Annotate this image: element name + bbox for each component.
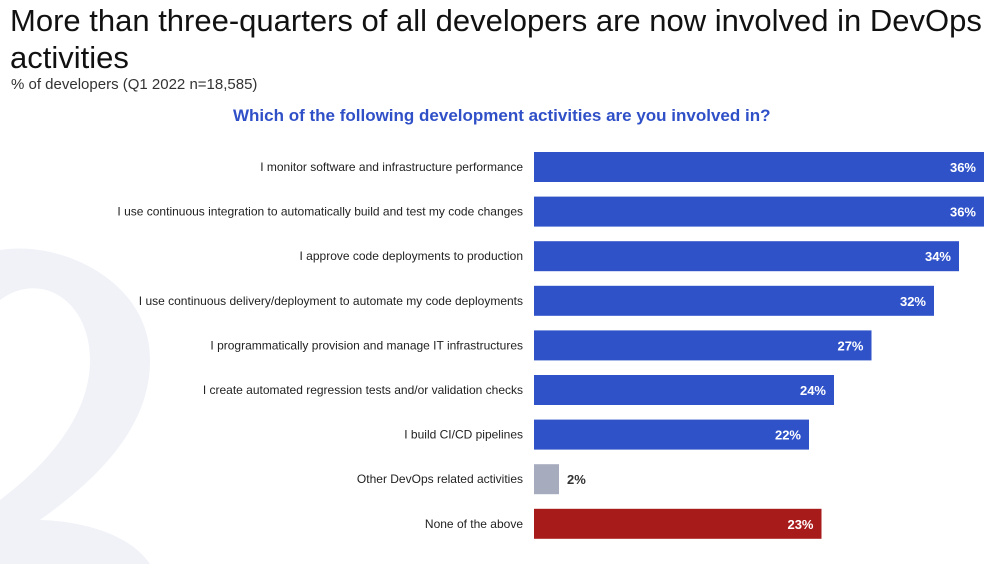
value-label: 27% [837,338,863,353]
value-label: 36% [950,160,976,175]
value-label: 34% [925,249,951,264]
value-labels: 36% 36% 34% 32% 27% 24% 22% 2% 23% [567,160,976,532]
bars [534,152,984,539]
category-label: I approve code deployments to production [300,249,523,263]
category-labels: I monitor software and infrastructure pe… [117,160,523,531]
value-label: 2% [567,472,586,487]
category-label: I monitor software and infrastructure pe… [260,160,523,174]
bar [534,285,934,316]
bar [534,241,959,272]
category-label: None of the above [425,517,523,531]
value-label: 23% [787,517,813,532]
bar [534,152,984,182]
category-label: I build CI/CD pipelines [404,428,523,442]
category-label: Other DevOps related activities [357,472,523,486]
page-title: More than three-quarters of all develope… [10,3,982,75]
bar [534,508,822,539]
page-subtitle: % of developers (Q1 2022 n=18,585) [11,76,258,93]
category-label: I create automated regression tests and/… [203,383,523,397]
survey-question: Which of the following development activ… [233,106,771,125]
bar [534,464,559,495]
value-label: 36% [950,205,976,220]
category-label: I use continuous delivery/deployment to … [139,294,523,308]
bar [534,196,984,227]
value-label: 32% [900,294,926,309]
bar [534,330,872,361]
category-label: I programmatically provision and manage … [210,338,523,352]
bar [534,419,809,450]
bar [534,375,834,405]
value-label: 22% [775,428,801,443]
category-label: I use continuous integration to automati… [117,205,523,219]
value-label: 24% [800,383,826,398]
